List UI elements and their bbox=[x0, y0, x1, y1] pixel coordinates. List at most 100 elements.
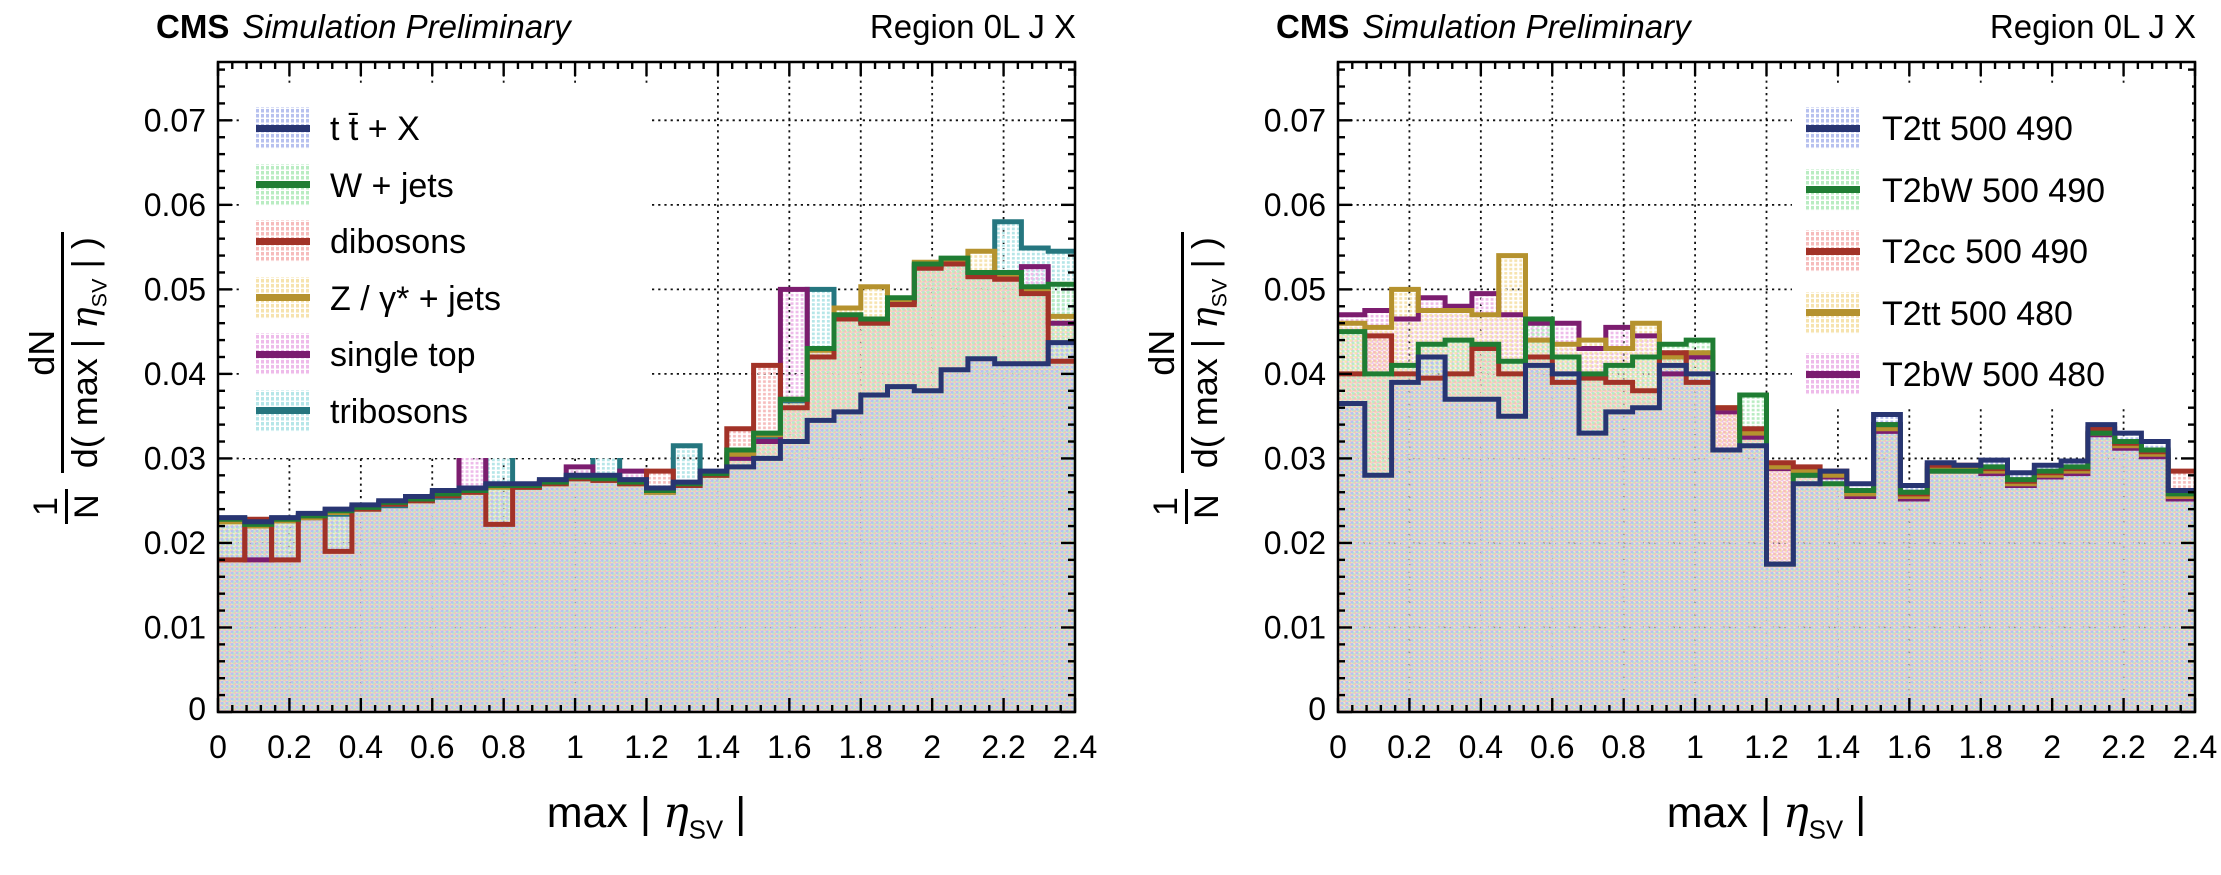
legend-swatch-icon bbox=[1806, 291, 1860, 334]
histogram-plot-backgrounds: 0 0.2 0.4 0.6 0.8 1 1.2 1.4 1.6 1.8 2 2.2 2.4 0 0.01 0.… bbox=[144, 60, 1097, 765]
legend-item-label: t t̄ + X bbox=[330, 110, 420, 148]
histogram-plot-signals: 0 0.2 0.4 0.6 0.8 1 1.2 1.4 1.6 1.8 2 2.2 2.4 0 0.01 0.… bbox=[1264, 60, 2217, 765]
tick-label: 0.01 bbox=[1264, 609, 1326, 645]
legend-swatch-icon bbox=[256, 276, 310, 319]
tick-label: 1 bbox=[1686, 729, 1704, 765]
tick-label: 0.8 bbox=[481, 729, 525, 765]
tick-label: 0 bbox=[209, 729, 227, 765]
y-title-one-over-n: 1 N bbox=[1147, 489, 1227, 524]
legend-item: W + jets bbox=[256, 163, 644, 208]
legend-swatch-icon bbox=[1806, 230, 1860, 272]
legend-line-icon bbox=[1806, 247, 1860, 255]
legend-swatch-icon bbox=[256, 220, 310, 262]
y-title-dn-fraction: dN d( max | ηSV | ) bbox=[21, 232, 113, 474]
legend-swatch-icon bbox=[256, 163, 310, 206]
tick-label: 1.2 bbox=[1744, 729, 1788, 765]
x-axis-title: max | ηSV | bbox=[546, 788, 747, 845]
legend-swatch-icon bbox=[256, 333, 310, 375]
tick-label: 0 bbox=[1308, 691, 1326, 727]
tick-label: 0.04 bbox=[144, 356, 206, 392]
tick-label: 2.4 bbox=[2173, 729, 2217, 765]
tick-label: 0.06 bbox=[144, 187, 206, 223]
legend-swatch-icon bbox=[1806, 107, 1860, 149]
tick-label: 1.8 bbox=[1959, 729, 2003, 765]
tick-label: 2.4 bbox=[1053, 729, 1097, 765]
tick-label: 1.6 bbox=[767, 729, 811, 765]
legend-item: T2tt 500 490 bbox=[1806, 107, 2186, 151]
tick-label: 1.6 bbox=[1887, 729, 1931, 765]
legend-line-icon bbox=[1806, 309, 1860, 316]
legend-item-label: W + jets bbox=[330, 166, 454, 205]
tick-label: 0.05 bbox=[1264, 271, 1326, 307]
simulation-preliminary-label: Simulation Preliminary bbox=[242, 8, 571, 45]
eta-symbol: η bbox=[1185, 307, 1227, 329]
legend-line-icon bbox=[1806, 186, 1860, 193]
tick-label: 2 bbox=[2043, 729, 2061, 765]
tick-label: 0.06 bbox=[1264, 187, 1326, 223]
legend-swatch-icon bbox=[256, 389, 310, 432]
legend-item: tribosons bbox=[256, 389, 644, 434]
legend-item: single top bbox=[256, 333, 644, 377]
legend-swatch-icon bbox=[256, 107, 310, 149]
y-axis-title: 1 N dN d( max | ηSV | ) bbox=[2, 98, 134, 658]
y-title-one-over-n: 1 N bbox=[27, 489, 107, 524]
tick-label: 1.8 bbox=[839, 729, 883, 765]
legend-swatch-icon bbox=[1806, 168, 1860, 211]
legend-line-icon bbox=[256, 407, 310, 414]
y-axis-title: 1 N dN d( max | ηSV | ) bbox=[1122, 98, 1254, 658]
tick-label: 2 bbox=[923, 729, 941, 765]
tick-label: 1 bbox=[566, 729, 584, 765]
x-axis-title: max | ηSV | bbox=[1666, 788, 1867, 845]
region-label: Region 0L J X bbox=[1989, 8, 2196, 45]
legend-item: Z / γ* + jets bbox=[256, 276, 644, 321]
panel-right: CMS Simulation Preliminary Region 0L J X… bbox=[1120, 0, 2221, 875]
legend-item: T2bW 500 480 bbox=[1806, 353, 2186, 397]
legend-line-icon bbox=[256, 350, 310, 358]
panel-left-header: CMS Simulation Preliminary Region 0L J X bbox=[156, 8, 1076, 46]
legend-line-icon bbox=[1806, 124, 1860, 132]
tick-label: 0.2 bbox=[1387, 729, 1431, 765]
tick-label: 0.07 bbox=[144, 102, 206, 138]
legend-item: T2cc 500 490 bbox=[1806, 230, 2186, 274]
legend-item-label: T2bW 500 480 bbox=[1882, 356, 2106, 394]
region-label: Region 0L J X bbox=[869, 8, 1076, 45]
legend-item-label: T2tt 500 490 bbox=[1882, 110, 2073, 148]
tick-label: 0.02 bbox=[144, 525, 206, 561]
simulation-preliminary-label: Simulation Preliminary bbox=[1362, 8, 1691, 45]
eta-symbol: η bbox=[65, 307, 107, 329]
y-title-dn-fraction: dN d( max | ηSV | ) bbox=[1141, 232, 1233, 474]
legend-item-label: T2cc 500 490 bbox=[1882, 233, 2089, 271]
tick-label: 0.6 bbox=[410, 729, 454, 765]
tick-label: 0.03 bbox=[1264, 440, 1326, 476]
tick-label: 0.6 bbox=[1530, 729, 1574, 765]
legend-swatch-icon bbox=[1806, 353, 1860, 395]
legend-item-label: T2bW 500 490 bbox=[1882, 171, 2106, 210]
eta-symbol: η bbox=[1783, 788, 1809, 838]
tick-label: 0.07 bbox=[1264, 102, 1326, 138]
tick-label: 2.2 bbox=[2101, 729, 2145, 765]
tick-label: 1.4 bbox=[696, 729, 740, 765]
tick-label: 0.03 bbox=[144, 440, 206, 476]
legend-item-label: single top bbox=[330, 336, 476, 374]
tick-label: 0.02 bbox=[1264, 525, 1326, 561]
tick-label: 0.4 bbox=[339, 729, 383, 765]
legend-line-icon bbox=[256, 237, 310, 245]
legend-item: dibosons bbox=[256, 220, 644, 264]
legend-line-icon bbox=[1806, 370, 1860, 378]
legend-item-label: tribosons bbox=[330, 392, 468, 431]
tick-label: 0.01 bbox=[144, 609, 206, 645]
panel-left: CMS Simulation Preliminary Region 0L J X… bbox=[0, 0, 1101, 875]
tick-label: 2.2 bbox=[981, 729, 1025, 765]
legend-item-label: T2tt 500 480 bbox=[1882, 294, 2073, 333]
legend-item: t t̄ + X bbox=[256, 107, 644, 151]
panel-right-header: CMS Simulation Preliminary Region 0L J X bbox=[1276, 8, 2196, 46]
tick-label: 1.2 bbox=[624, 729, 668, 765]
tick-label: 1.4 bbox=[1816, 729, 1860, 765]
legend-item-label: dibosons bbox=[330, 223, 467, 261]
legend-line-icon bbox=[256, 124, 310, 132]
eta-symbol: η bbox=[663, 788, 689, 838]
cms-label: CMS bbox=[156, 8, 230, 45]
legend-item: T2bW 500 490 bbox=[1806, 168, 2186, 213]
legend-item: T2tt 500 480 bbox=[1806, 291, 2186, 336]
